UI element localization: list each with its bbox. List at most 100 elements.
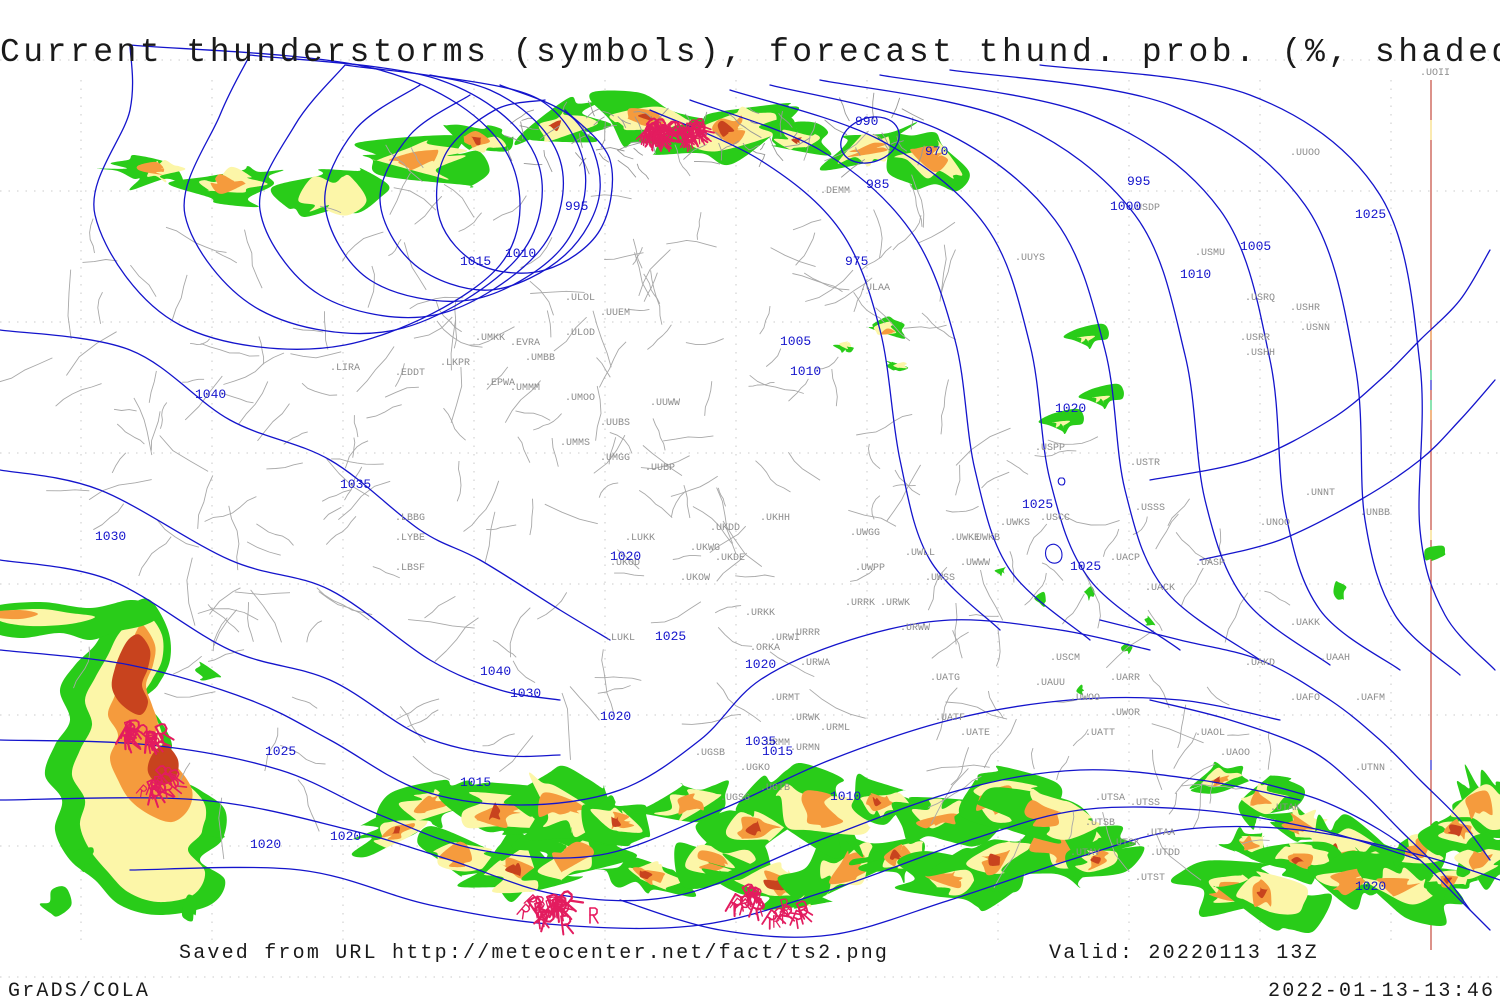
svg-text:.UNBB: .UNBB xyxy=(1360,508,1390,519)
svg-text:.UWPP: .UWPP xyxy=(855,563,885,574)
svg-text:.UTSA: .UTSA xyxy=(1095,793,1125,804)
svg-text:.UMGG: .UMGG xyxy=(600,453,630,464)
svg-text:.UGSB: .UGSB xyxy=(695,748,725,759)
svg-text:.UMOO: .UMOO xyxy=(565,393,595,404)
svg-text:.UMBB: .UMBB xyxy=(525,353,555,364)
svg-text:.UGTB: .UGTB xyxy=(760,783,790,794)
svg-text:.LYBE: .LYBE xyxy=(395,533,425,544)
svg-text:.ULOD: .ULOD xyxy=(565,328,595,339)
svg-text:.ORKA: .ORKA xyxy=(750,643,780,654)
svg-text:.USNN: .USNN xyxy=(1300,323,1330,334)
svg-text:.LKPR: .LKPR xyxy=(440,358,470,369)
svg-text:1005: 1005 xyxy=(1240,239,1271,254)
svg-text:.USMU: .USMU xyxy=(1195,248,1225,259)
svg-text:.URRK: .URRK xyxy=(845,598,875,609)
svg-text:.URWK: .URWK xyxy=(790,713,820,724)
svg-text:.UTAA: .UTAA xyxy=(1145,828,1175,839)
svg-text:1020: 1020 xyxy=(1355,879,1386,894)
svg-text:1030: 1030 xyxy=(510,686,541,701)
svg-text:.USCC: .USCC xyxy=(1040,513,1070,524)
svg-text:.UWLL: .UWLL xyxy=(905,548,935,559)
svg-text:1020: 1020 xyxy=(1055,401,1086,416)
svg-text:.UTSB: .UTSB xyxy=(1085,818,1115,829)
svg-text:.URMT: .URMT xyxy=(770,693,800,704)
svg-text:.UTSK: .UTSK xyxy=(1110,838,1140,849)
svg-text:.URWI: .URWI xyxy=(770,633,800,644)
svg-text:.UWSS: .UWSS xyxy=(925,573,955,584)
svg-text:.UASP: .UASP xyxy=(1195,558,1225,569)
svg-text:.UATE: .UATE xyxy=(960,728,990,739)
svg-text:1010: 1010 xyxy=(1180,267,1211,282)
svg-text:.UTDD: .UTDD xyxy=(1150,848,1180,859)
svg-text:.ULAA: .ULAA xyxy=(860,283,890,294)
svg-text:.UWWW: .UWWW xyxy=(960,558,990,569)
svg-text:.UATT: .UATT xyxy=(1085,728,1115,739)
svg-text:995: 995 xyxy=(1127,174,1150,189)
svg-text:1035: 1035 xyxy=(340,477,371,492)
svg-text:.UARR: .UARR xyxy=(1110,673,1140,684)
svg-text:.DEMM: .DEMM xyxy=(820,186,850,197)
svg-text:.UWKE: .UWKE xyxy=(950,533,980,544)
svg-text:.USHR: .USHR xyxy=(1290,303,1320,314)
svg-text:.UWKS: .UWKS xyxy=(1000,518,1030,529)
svg-text:1025: 1025 xyxy=(265,744,296,759)
svg-text:1025: 1025 xyxy=(655,629,686,644)
svg-text:1020: 1020 xyxy=(600,709,631,724)
svg-text:.URWA: .URWA xyxy=(800,658,830,669)
svg-text:.URML: .URML xyxy=(820,723,850,734)
svg-text:.UACP: .UACP xyxy=(1110,553,1140,564)
svg-text:.UAKK: .UAKK xyxy=(1290,618,1320,629)
svg-text:.UAOL: .UAOL xyxy=(1195,728,1225,739)
svg-text:1030: 1030 xyxy=(95,529,126,544)
svg-text:.LUKL: .LUKL xyxy=(605,633,635,644)
svg-text:.UNNT: .UNNT xyxy=(1305,488,1335,499)
svg-text:.UTNN: .UTNN xyxy=(1355,763,1385,774)
svg-text:1000: 1000 xyxy=(1110,199,1141,214)
svg-text:1015: 1015 xyxy=(460,775,491,790)
svg-text:.UTAV: .UTAV xyxy=(1070,848,1100,859)
svg-text:.UAKD: .UAKD xyxy=(1245,658,1275,669)
svg-text:1010: 1010 xyxy=(505,246,536,261)
svg-text:.UATG: .UATG xyxy=(930,673,960,684)
svg-text:.UAOO: .UAOO xyxy=(1220,748,1250,759)
svg-text:995: 995 xyxy=(565,199,588,214)
svg-text:1020: 1020 xyxy=(745,657,776,672)
svg-text:975: 975 xyxy=(845,254,868,269)
svg-text:.UTSS: .UTSS xyxy=(1130,798,1160,809)
svg-text:.UUEM: .UUEM xyxy=(600,308,630,319)
svg-text:.LBSF: .LBSF xyxy=(395,563,425,574)
svg-text:970: 970 xyxy=(925,144,948,159)
svg-text:.URWK: .URWK xyxy=(880,598,910,609)
svg-text:.UGSG: .UGSG xyxy=(720,793,750,804)
svg-text:.URWW: .URWW xyxy=(900,623,930,634)
svg-text:.UKHH: .UKHH xyxy=(760,513,790,524)
svg-text:.URKK: .URKK xyxy=(745,608,775,619)
svg-text:.UKDE: .UKDE xyxy=(715,553,745,564)
svg-text:.UATF: .UATF xyxy=(935,713,965,724)
svg-text:.URMN: .URMN xyxy=(790,743,820,754)
svg-text:1010: 1010 xyxy=(790,364,821,379)
svg-text:985: 985 xyxy=(866,177,889,192)
svg-text:.USRQ: .USRQ xyxy=(1245,293,1275,304)
svg-text:.LIRA: .LIRA xyxy=(330,363,360,374)
svg-text:1020: 1020 xyxy=(330,829,361,844)
svg-text:.ULOL: .ULOL xyxy=(565,293,595,304)
svg-text:.USRR: .USRR xyxy=(1240,333,1270,344)
svg-text:1020: 1020 xyxy=(250,837,281,852)
svg-text:.USTR: .USTR xyxy=(1130,458,1160,469)
svg-text:.USSS: .USSS xyxy=(1135,503,1165,514)
svg-text:1040: 1040 xyxy=(480,664,511,679)
svg-text:1010: 1010 xyxy=(830,789,861,804)
svg-text:.UKDD: .UKDD xyxy=(710,523,740,534)
svg-text:.UMKK: .UMKK xyxy=(475,333,505,344)
svg-text:.UKOW: .UKOW xyxy=(680,573,710,584)
svg-text:.UUWW: .UUWW xyxy=(650,398,680,409)
svg-text:1040: 1040 xyxy=(195,387,226,402)
svg-text:1015: 1015 xyxy=(460,254,491,269)
svg-text:.USPP: .USPP xyxy=(1035,443,1065,454)
svg-text:.UMMS: .UMMS xyxy=(560,438,590,449)
svg-text:1020: 1020 xyxy=(610,549,641,564)
svg-text:.EDDT: .EDDT xyxy=(395,368,425,379)
svg-text:1025: 1025 xyxy=(1355,207,1386,222)
svg-text:.USCM: .USCM xyxy=(1050,653,1080,664)
